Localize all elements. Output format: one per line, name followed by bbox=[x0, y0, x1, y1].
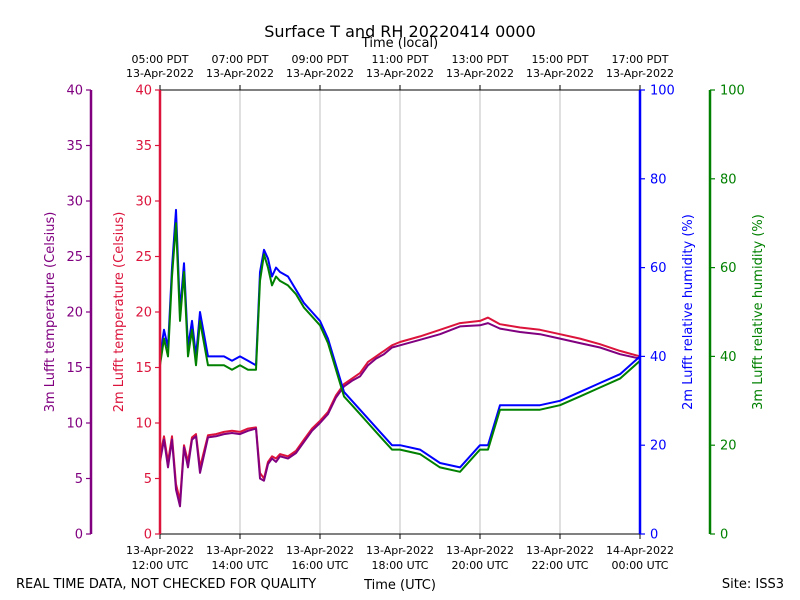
y-tick-label-rh3m: 40 bbox=[720, 350, 737, 365]
top-tick-label-time: 05:00 PDT bbox=[131, 53, 188, 66]
y-tick-label-rh3m: 0 bbox=[720, 528, 728, 543]
top-tick-label-date: 13-Apr-2022 bbox=[446, 67, 514, 80]
y-tick-label-rh3m: 100 bbox=[720, 84, 745, 99]
top-tick-label-time: 15:00 PDT bbox=[531, 53, 588, 66]
y-tick-label-t2m: 10 bbox=[135, 417, 152, 432]
y-tick-label-t2m: 0 bbox=[144, 528, 152, 543]
bottom-tick-label-date: 13-Apr-2022 bbox=[126, 544, 194, 557]
series-line-t2m bbox=[159, 316, 641, 502]
bottom-tick-label-date: 14-Apr-2022 bbox=[606, 544, 674, 557]
bottom-tick-label-time: 18:00 UTC bbox=[371, 559, 428, 572]
y-tick-label-rh2m: 60 bbox=[650, 261, 667, 276]
y-tick-label-t2m: 30 bbox=[135, 195, 152, 210]
bottom-tick-label-time: 20:00 UTC bbox=[451, 559, 508, 572]
top-tick-label-date: 13-Apr-2022 bbox=[206, 67, 274, 80]
top-tick-label-time: 11:00 PDT bbox=[371, 53, 428, 66]
y-tick-label-rh2m: 20 bbox=[650, 439, 667, 454]
bottom-tick-label-date: 13-Apr-2022 bbox=[366, 544, 434, 557]
y-axis-label-t3m: 3m Lufft temperature (Celsius) bbox=[43, 212, 58, 413]
y-tick-label-t3m: 15 bbox=[66, 361, 83, 376]
y-tick-label-rh3m: 80 bbox=[720, 172, 737, 187]
footer-left: REAL TIME DATA, NOT CHECKED FOR QUALITY bbox=[16, 577, 316, 592]
top-tick-label-time: 13:00 PDT bbox=[451, 53, 508, 66]
top-tick-label-time: 17:00 PDT bbox=[611, 53, 668, 66]
footer-right: Site: ISS3 bbox=[722, 577, 784, 592]
bottom-tick-label-date: 13-Apr-2022 bbox=[206, 544, 274, 557]
y-tick-label-t2m: 20 bbox=[135, 306, 152, 321]
y-axis-label-rh2m: 2m Lufft relative humidity (%) bbox=[681, 214, 696, 410]
gridlines bbox=[239, 90, 561, 534]
top-tick-label-date: 13-Apr-2022 bbox=[286, 67, 354, 80]
y-tick-label-rh3m: 60 bbox=[720, 261, 737, 276]
y-tick-label-t3m: 10 bbox=[66, 417, 83, 432]
series-group bbox=[159, 208, 641, 508]
y-tick-label-t3m: 0 bbox=[75, 528, 83, 543]
bottom-axis-label: Time (UTC) bbox=[363, 578, 436, 593]
bottom-tick-label-date: 13-Apr-2022 bbox=[286, 544, 354, 557]
y-tick-label-t2m: 5 bbox=[144, 472, 152, 487]
y-axis-label-t2m: 2m Lufft temperature (Celsius) bbox=[112, 212, 127, 413]
bottom-tick-label-date: 13-Apr-2022 bbox=[446, 544, 514, 557]
top-tick-label-time: 07:00 PDT bbox=[211, 53, 268, 66]
y-tick-label-t3m: 20 bbox=[66, 306, 83, 321]
top-axis-label: Time (local) bbox=[361, 36, 438, 51]
y-tick-label-t3m: 5 bbox=[75, 472, 83, 487]
bottom-tick-label-time: 12:00 UTC bbox=[131, 559, 188, 572]
bottom-tick-label-date: 13-Apr-2022 bbox=[526, 544, 594, 557]
y-tick-label-rh3m: 20 bbox=[720, 439, 737, 454]
y-tick-label-rh2m: 0 bbox=[650, 528, 658, 543]
y-tick-label-rh2m: 100 bbox=[650, 84, 675, 99]
y-tick-label-t3m: 40 bbox=[66, 84, 83, 99]
top-tick-label-date: 13-Apr-2022 bbox=[606, 67, 674, 80]
y-tick-label-t3m: 30 bbox=[66, 195, 83, 210]
y-tick-label-t2m: 35 bbox=[135, 139, 152, 154]
y-tick-label-rh2m: 40 bbox=[650, 350, 667, 365]
y-tick-label-t2m: 40 bbox=[135, 84, 152, 99]
y-tick-label-t2m: 15 bbox=[135, 361, 152, 376]
top-tick-label-date: 13-Apr-2022 bbox=[366, 67, 434, 80]
axes-group: 13-Apr-2022 12:00 UTC 13-Apr-2022 14:00 UTC… bbox=[43, 53, 766, 572]
series-line-rh3m bbox=[159, 222, 641, 473]
y-axis-label-rh3m: 3m Lufft relative humidity (%) bbox=[751, 214, 766, 410]
top-tick-label-date: 13-Apr-2022 bbox=[526, 67, 594, 80]
top-tick-label-date: 13-Apr-2022 bbox=[126, 67, 194, 80]
chart-title: Surface T and RH 20220414 0000 bbox=[264, 22, 536, 41]
series-line-t3m bbox=[159, 322, 641, 508]
bottom-tick-label-time: 16:00 UTC bbox=[291, 559, 348, 572]
y-tick-label-t3m: 25 bbox=[66, 250, 83, 265]
bottom-tick-label-time: 14:00 UTC bbox=[211, 559, 268, 572]
top-tick-label-time: 09:00 PDT bbox=[291, 53, 348, 66]
y-tick-label-t2m: 25 bbox=[135, 250, 152, 265]
y-tick-label-t3m: 35 bbox=[66, 139, 83, 154]
bottom-tick-label-time: 22:00 UTC bbox=[531, 559, 588, 572]
y-tick-label-rh2m: 80 bbox=[650, 172, 667, 187]
bottom-tick-label-time: 00:00 UTC bbox=[611, 559, 668, 572]
